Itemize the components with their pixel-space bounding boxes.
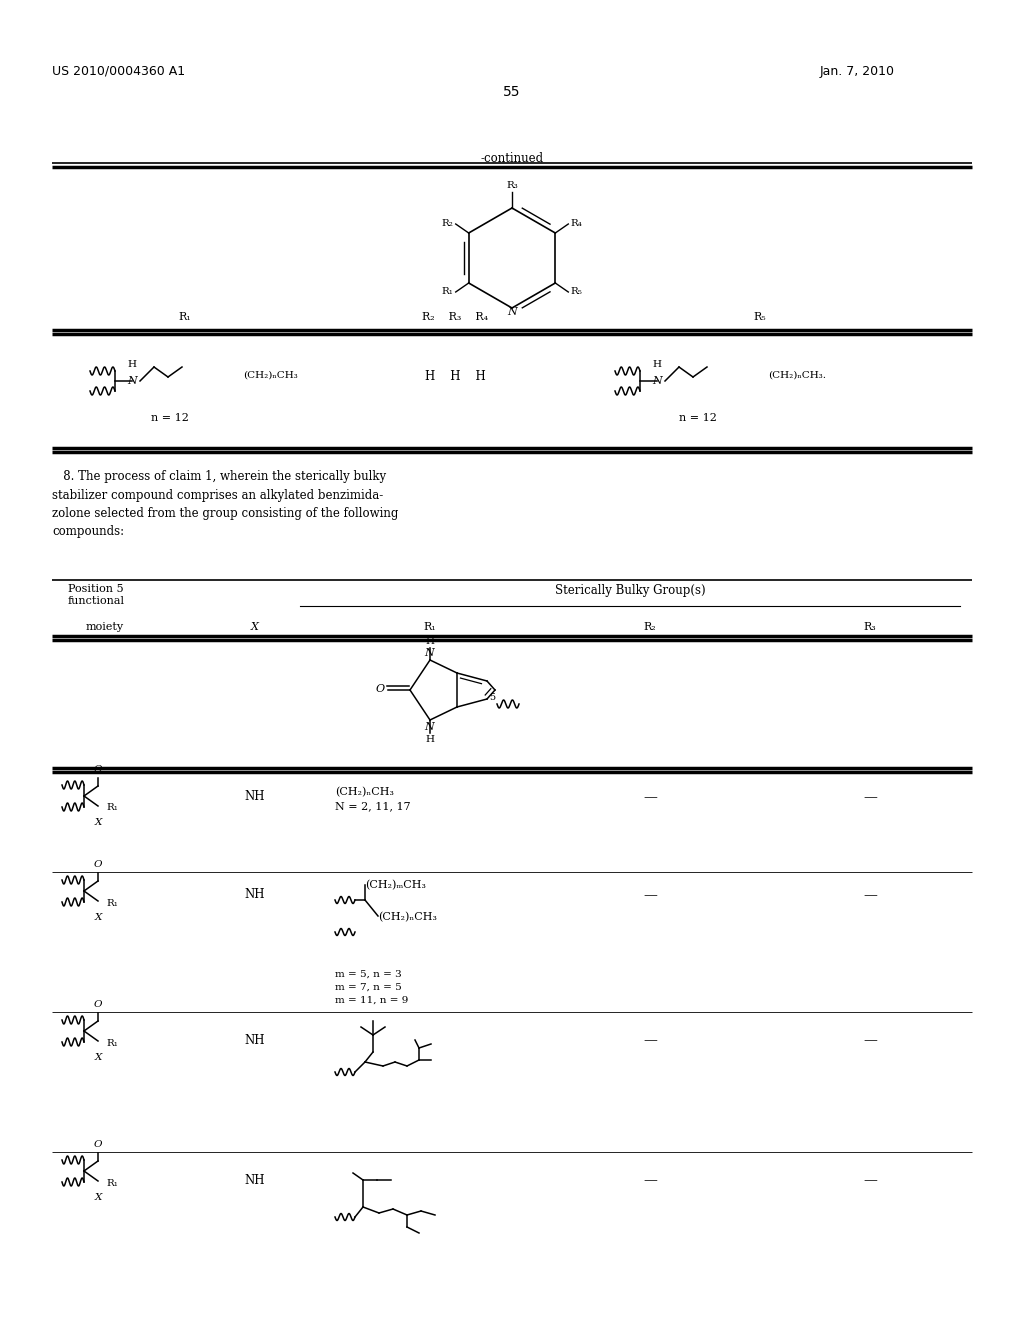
Text: m = 7, n = 5: m = 7, n = 5 xyxy=(335,983,401,993)
Text: H: H xyxy=(128,360,136,370)
Text: (CH₂)ₙCH₃: (CH₂)ₙCH₃ xyxy=(335,787,394,797)
Text: n = 12: n = 12 xyxy=(679,413,717,422)
Text: —: — xyxy=(863,1173,877,1187)
Text: 55: 55 xyxy=(503,84,521,99)
Text: O: O xyxy=(376,684,385,694)
Text: R₁: R₁ xyxy=(106,804,118,813)
Text: Jan. 7, 2010: Jan. 7, 2010 xyxy=(820,65,895,78)
Text: X: X xyxy=(251,622,259,632)
Text: N: N xyxy=(424,722,434,733)
Text: m = 11, n = 9: m = 11, n = 9 xyxy=(335,997,409,1005)
Text: R₅: R₅ xyxy=(754,312,766,322)
Text: R₁: R₁ xyxy=(441,288,454,297)
Text: N = 2, 11, 17: N = 2, 11, 17 xyxy=(335,801,411,810)
Text: NH: NH xyxy=(245,888,265,902)
Text: H: H xyxy=(426,735,434,744)
Text: NH: NH xyxy=(245,1034,265,1047)
Text: H    H    H: H H H xyxy=(425,371,485,384)
Text: —: — xyxy=(643,1173,657,1187)
Text: N: N xyxy=(424,648,434,657)
Text: —: — xyxy=(863,789,877,804)
Text: H: H xyxy=(652,360,662,370)
Text: O: O xyxy=(94,1001,102,1008)
Text: R₅: R₅ xyxy=(570,288,583,297)
Text: O: O xyxy=(94,861,102,869)
Text: functional: functional xyxy=(68,597,125,606)
Text: Sterically Bulky Group(s): Sterically Bulky Group(s) xyxy=(555,583,706,597)
Text: R₂    R₃    R₄: R₂ R₃ R₄ xyxy=(422,312,488,322)
Text: —: — xyxy=(643,789,657,804)
Text: X: X xyxy=(94,818,101,828)
Text: NH: NH xyxy=(245,1173,265,1187)
Text: R₄: R₄ xyxy=(570,219,583,228)
Text: NH: NH xyxy=(245,791,265,804)
Text: R₁: R₁ xyxy=(178,312,191,322)
Text: —: — xyxy=(643,1034,657,1047)
Text: 8. The process of claim 1, wherein the sterically bulky
stabilizer compound comp: 8. The process of claim 1, wherein the s… xyxy=(52,470,398,539)
Text: —: — xyxy=(863,1034,877,1047)
Text: -continued: -continued xyxy=(480,152,544,165)
Text: (CH₂)ₙCH₃.: (CH₂)ₙCH₃. xyxy=(768,371,826,380)
Text: H: H xyxy=(426,638,434,645)
Text: N: N xyxy=(507,308,517,317)
Text: —: — xyxy=(643,888,657,902)
Text: X: X xyxy=(94,913,101,921)
Text: (CH₂)ₙCH₃: (CH₂)ₙCH₃ xyxy=(243,371,298,380)
Text: R₁: R₁ xyxy=(106,899,118,908)
Text: O: O xyxy=(94,766,102,774)
Text: Position 5: Position 5 xyxy=(68,583,124,594)
Text: O: O xyxy=(94,1140,102,1148)
Text: X: X xyxy=(94,1193,101,1203)
Text: —: — xyxy=(863,888,877,902)
Text: (CH₂)ₙCH₃: (CH₂)ₙCH₃ xyxy=(378,912,437,923)
Text: moiety: moiety xyxy=(86,622,124,632)
Text: N: N xyxy=(127,376,137,385)
Text: US 2010/0004360 A1: US 2010/0004360 A1 xyxy=(52,65,185,78)
Text: R₂: R₂ xyxy=(644,622,656,632)
Text: R₃: R₃ xyxy=(863,622,877,632)
Text: R₂: R₂ xyxy=(441,219,454,228)
Text: R₁: R₁ xyxy=(106,1039,118,1048)
Text: N: N xyxy=(652,376,662,385)
Text: m = 5, n = 3: m = 5, n = 3 xyxy=(335,970,401,979)
Text: X: X xyxy=(94,1053,101,1063)
Text: R₁: R₁ xyxy=(106,1179,118,1188)
Text: R₃: R₃ xyxy=(506,181,518,190)
Text: 5: 5 xyxy=(489,693,496,701)
Text: n = 12: n = 12 xyxy=(152,413,189,422)
Text: (CH₂)ₘCH₃: (CH₂)ₘCH₃ xyxy=(365,880,426,890)
Text: R₁: R₁ xyxy=(424,622,436,632)
